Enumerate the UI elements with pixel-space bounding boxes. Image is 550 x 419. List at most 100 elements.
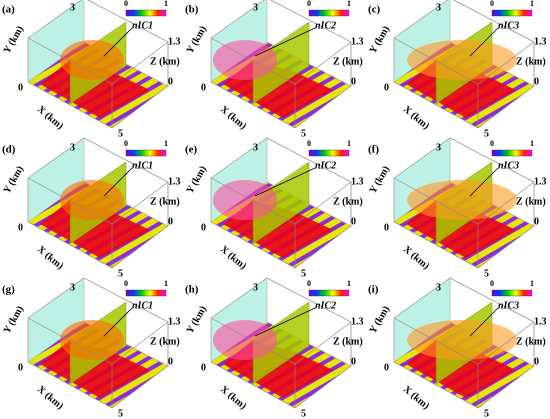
annotation-arrow: [254, 167, 316, 197]
x-tick-label: 0: [384, 82, 389, 93]
y-tick-label: 3: [253, 2, 258, 13]
z-axis-title: Z (km): [333, 336, 363, 347]
panel-label: (g): [2, 284, 15, 296]
red-region: [40, 340, 150, 398]
box-edge: [210, 137, 352, 269]
anomaly-blob: [407, 320, 517, 360]
x-tick-label: 5: [301, 408, 306, 419]
box-edge: [393, 0, 535, 129]
annotation: nIC1: [132, 300, 153, 311]
y-axis-title: Y (km): [368, 164, 392, 195]
x-axis-title: X (km): [218, 244, 248, 272]
panel: (a) Y (km) 3 0 5 X (km) 1.3 0 Z (km) 0 1 nIC1: [2, 0, 181, 139]
colorbar-label: 1: [530, 0, 534, 8]
z-tick-label: 1.3: [168, 36, 181, 47]
annotation: nIC1: [132, 20, 153, 31]
colorbar-label: 1: [530, 279, 534, 288]
cyan-plane: [28, 278, 84, 362]
x-tick-label: 0: [384, 362, 389, 373]
y-axis-title: Y (km): [368, 304, 392, 335]
colorbar-label: 0: [490, 279, 494, 288]
x-axis-title: X (km): [218, 384, 248, 412]
z-axis-title: Z (km): [516, 336, 546, 347]
z-tick-label: 1.3: [534, 176, 547, 187]
x-tick-label: 5: [301, 128, 306, 139]
annotation-arrow: [254, 307, 316, 337]
x-tick-label: 5: [484, 268, 489, 279]
z-axis-title: Z (km): [516, 196, 546, 207]
panel-label: (f): [368, 144, 379, 156]
panel-label: (h): [185, 284, 199, 296]
z-tick-label: 1.3: [351, 176, 364, 187]
annotation-arrow: [469, 27, 499, 57]
anomaly-blob: [60, 180, 124, 220]
y-tick-label: 3: [70, 2, 75, 13]
z-tick-label: 0: [534, 216, 539, 227]
y-axis-title: Y (km): [185, 304, 209, 335]
z-tick-label: 1.3: [168, 316, 181, 327]
colorbar-label: 0: [307, 279, 311, 288]
colorbar: [308, 9, 350, 17]
annotation-arrow: [469, 307, 499, 337]
colorbar: [491, 149, 533, 157]
annotation: nIC3: [498, 300, 519, 311]
colorbar-label: 1: [164, 279, 168, 288]
z-tick-label: 0: [351, 216, 356, 227]
panel-label: (d): [2, 144, 16, 156]
x-tick-label: 0: [384, 222, 389, 233]
x-axis-title: X (km): [218, 104, 248, 132]
anomaly-blob: [60, 40, 124, 80]
colorbar-label: 1: [164, 0, 168, 8]
x-axis-title: X (km): [35, 104, 65, 132]
y-tick-label: 3: [253, 282, 258, 293]
panel-label: (c): [368, 4, 381, 16]
panel: (d) Y (km) 3 0 5 X (km) 1.3 0 Z (km) 0 1 nIC1: [2, 137, 181, 279]
panel-label: (b): [185, 4, 199, 16]
box-edge: [27, 277, 169, 409]
panel-label: (i): [368, 284, 379, 296]
y-axis-title: Y (km): [185, 24, 209, 55]
colorbar: [491, 289, 533, 297]
y-tick-label: 3: [253, 142, 258, 153]
panel: (f) Y (km) 3 0 5 X (km) 1.3 0 Z (km) 0 1 nIC3: [368, 137, 547, 279]
red-region: [40, 200, 150, 258]
colorbar-label: 0: [124, 139, 128, 148]
red-region: [40, 60, 150, 118]
z-axis-title: Z (km): [150, 336, 180, 347]
anomaly-blob: [60, 320, 124, 360]
colorbar-label: 1: [347, 139, 351, 148]
box-edge: [27, 0, 169, 129]
panel: (i) Y (km) 3 0 5 X (km) 1.3 0 Z (km) 0 1 nIC3: [368, 277, 547, 419]
annotation: nIC3: [498, 20, 519, 31]
annotation: nIC2: [315, 160, 336, 171]
annotation: nIC3: [498, 160, 519, 171]
z-tick-label: 1.3: [534, 36, 547, 47]
box-edge: [393, 277, 535, 409]
annotation-arrow: [469, 167, 499, 197]
y-tick-label: 3: [70, 282, 75, 293]
anomaly-blob: [407, 40, 517, 80]
colorbar-label: 0: [490, 0, 494, 8]
anomaly-blob: [213, 320, 277, 360]
panel-label: (e): [185, 144, 198, 156]
z-tick-label: 1.3: [351, 36, 364, 47]
x-axis-title: X (km): [35, 244, 65, 272]
x-tick-label: 0: [18, 82, 23, 93]
colorbar-label: 1: [530, 139, 534, 148]
colorbar: [308, 289, 350, 297]
colorbar-label: 0: [124, 279, 128, 288]
y-axis-title: Y (km): [2, 24, 26, 55]
panel: (h) Y (km) 3 0 5 X (km) 1.3 0 Z (km) 0 1 nIC2: [185, 277, 364, 419]
z-tick-label: 1.3: [351, 316, 364, 327]
z-tick-label: 0: [168, 216, 173, 227]
x-tick-label: 5: [118, 268, 123, 279]
z-tick-label: 0: [351, 356, 356, 367]
y-tick-label: 3: [436, 2, 441, 13]
cyan-plane: [28, 0, 84, 82]
panel: (c) Y (km) 3 0 5 X (km) 1.3 0 Z (km) 0 1 nIC3: [368, 0, 547, 139]
annotation: nIC2: [315, 300, 336, 311]
cyan-plane: [28, 138, 84, 222]
x-tick-label: 0: [18, 222, 23, 233]
colorbar-label: 0: [124, 0, 128, 8]
